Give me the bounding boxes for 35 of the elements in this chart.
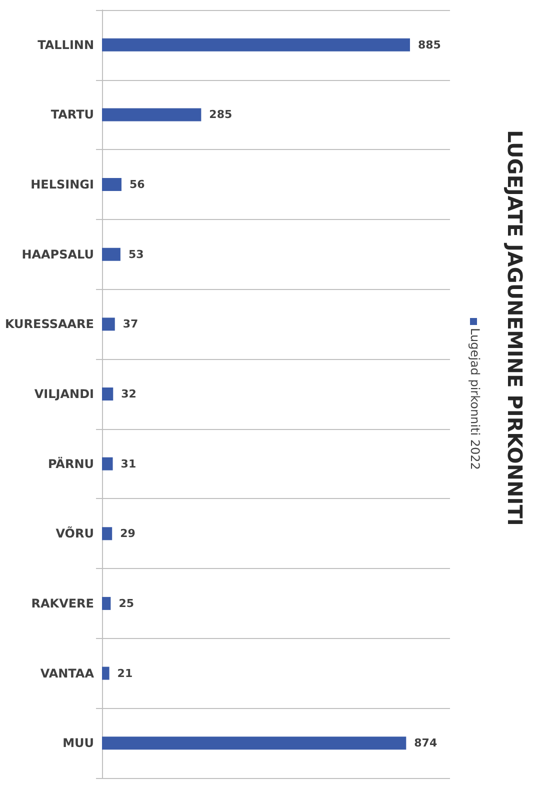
data-label: 37 — [122, 318, 138, 331]
data-label: 53 — [128, 248, 144, 261]
bar — [102, 318, 115, 331]
data-label: 56 — [129, 178, 146, 192]
y-tick-label: KURESSAARE — [4, 317, 94, 332]
y-tick-label: TALLINN — [38, 38, 94, 52]
y-tick-label: VANTAA — [40, 666, 95, 680]
bar — [102, 178, 122, 192]
y-tick-label: TARTU — [50, 108, 94, 122]
bar — [102, 666, 110, 680]
data-label: 21 — [117, 666, 133, 680]
y-tick-label: HELSINGI — [30, 178, 94, 192]
data-label: 29 — [120, 527, 136, 540]
data-label: 31 — [120, 457, 136, 470]
y-tick-label: VILJANDI — [34, 387, 94, 401]
bar — [102, 596, 111, 610]
y-tick-label: MUU — [62, 736, 94, 750]
bar — [102, 736, 406, 750]
data-label: 874 — [414, 736, 438, 750]
data-label: 32 — [121, 388, 136, 400]
bar — [102, 108, 202, 122]
data-label: 885 — [418, 38, 441, 52]
bar — [102, 527, 112, 540]
bar — [102, 388, 114, 400]
y-tick-label: HAAPSALU — [22, 247, 94, 262]
y-tick-label: RAKVERE — [31, 596, 94, 610]
legend-label: Lugejad pirkonniti 2022 — [468, 328, 482, 470]
data-label: 25 — [118, 596, 134, 610]
y-tick-label: PÄRNU — [48, 456, 94, 471]
data-label: 285 — [209, 108, 232, 122]
text: LUGEJATE JAGUNEMINE PIRKONNITI — [503, 130, 527, 526]
bar — [102, 38, 410, 52]
bar — [102, 457, 113, 470]
y-tick-label: VÕRU — [56, 526, 94, 541]
bar — [102, 248, 120, 261]
